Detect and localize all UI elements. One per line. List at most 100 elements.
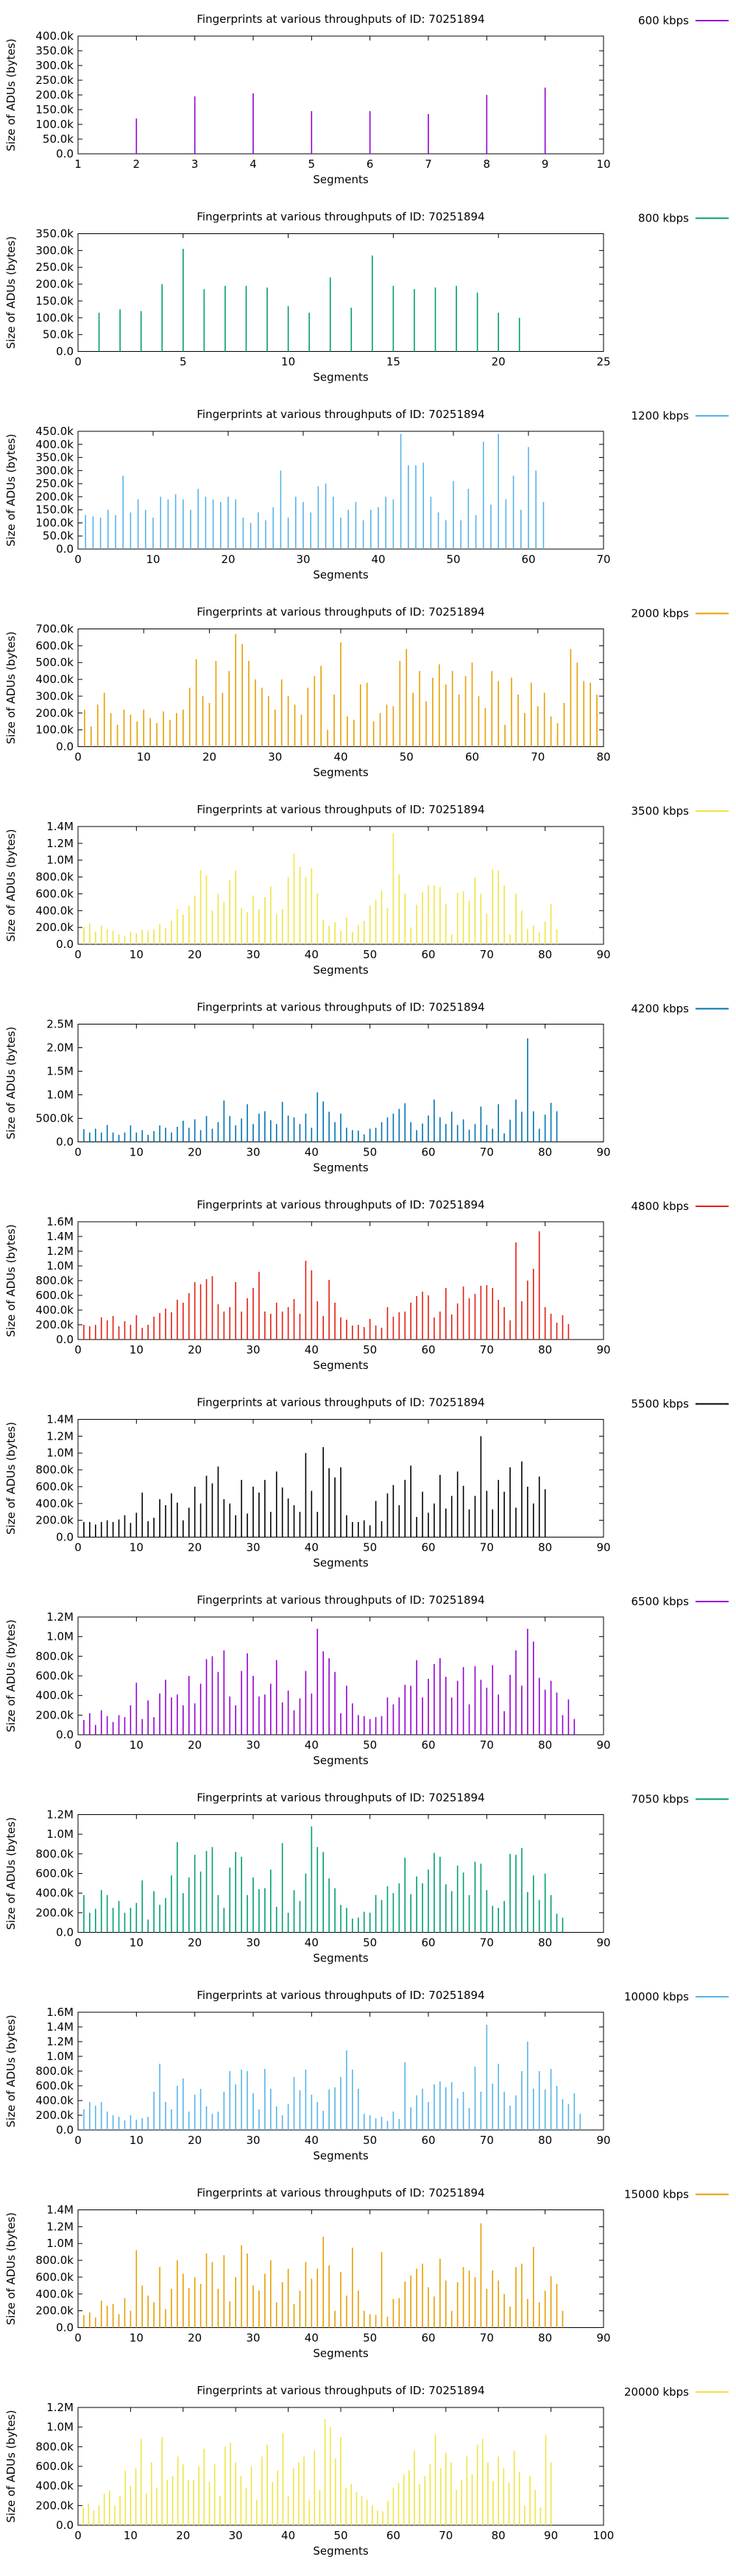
y-tick-label: 600.0k [35,2079,74,2092]
x-tick-label: 50 [363,2332,377,2345]
y-tick-label: 250.0k [35,261,74,274]
x-axis-label: Segments [313,1161,369,1175]
y-tick-label: 1.0M [46,2050,74,2063]
x-tick-label: 50 [363,1738,377,1752]
x-tick-label: 30 [246,1738,260,1752]
y-tick-label: 100.0k [35,118,74,131]
x-tick-label: 90 [596,948,610,961]
y-tick-label: 1.0M [46,1089,74,1102]
y-tick-label: 200.0k [35,707,74,720]
x-tick-label: 80 [538,1541,552,1554]
x-tick-label: 20 [188,1343,202,1356]
x-tick-label: 70 [480,1146,494,1159]
y-tick-label: 1.2M [46,2401,74,2414]
x-tick-label: 80 [538,2332,552,2345]
x-tick-label: 60 [521,553,535,566]
y-tick-label: 300.0k [35,244,74,257]
x-tick-label: 20 [188,1541,202,1554]
x-tick-label: 40 [333,751,347,764]
y-tick-label: 1.6M [46,1215,74,1228]
y-tick-label: 400.0k [35,2480,74,2493]
chart-panel: Fingerprints at various throughputs of I… [4,13,729,186]
y-tick-label: 1.0M [46,1259,74,1273]
y-tick-label: 400.0k [35,29,74,43]
chart-title: Fingerprints at various throughputs of I… [197,2384,484,2397]
x-tick-label: 60 [421,1343,435,1356]
y-tick-label: 150.0k [35,503,74,517]
chart-title: Fingerprints at various throughputs of I… [197,606,484,619]
x-tick-label: 60 [421,948,435,961]
chart-title: Fingerprints at various throughputs of I… [197,1791,484,1805]
x-tick-label: 90 [596,2134,610,2147]
y-tick-label: 0.0 [56,2123,74,2137]
x-tick-label: 0 [74,1343,82,1356]
chart-panel: Fingerprints at various throughputs of I… [4,606,729,779]
y-tick-label: 1.2M [46,1245,74,1258]
x-tick-label: 10 [596,158,610,171]
y-tick-label: 1.2M [46,2220,74,2233]
y-tick-label: 800.0k [35,871,74,884]
x-tick-label: 70 [480,948,494,961]
chart-title: Fingerprints at various throughputs of I… [197,13,484,26]
y-tick-label: 200.0k [35,1318,74,1331]
y-tick-label: 0.0 [56,938,74,951]
y-tick-label: 1.0M [46,1630,74,1643]
y-tick-label: 600.0k [35,1867,74,1880]
y-tick-label: 400.0k [35,2094,74,2107]
chart-panel: Fingerprints at various throughputs of I… [4,2384,729,2558]
y-tick-label: 1.0M [46,2237,74,2250]
chart-panel: Fingerprints at various throughputs of I… [4,1198,729,1372]
x-tick-label: 30 [246,2332,260,2345]
y-tick-label: 600.0k [35,2460,74,2473]
x-tick-label: 4 [250,158,257,171]
y-tick-label: 400.0k [35,673,74,686]
legend-label: 4200 kbps [631,1002,690,1016]
y-tick-label: 500.0k [35,1112,74,1125]
y-tick-label: 0.0 [56,147,74,160]
y-axis-label: Size of ADUs (bytes) [4,2212,18,2325]
x-tick-label: 20 [188,2134,202,2147]
legend-label: 20000 kbps [624,2385,689,2399]
y-tick-label: 400.0k [35,904,74,917]
y-tick-label: 0.0 [56,740,74,754]
x-tick-label: 80 [538,1738,552,1752]
y-tick-label: 200.0k [35,2499,74,2512]
y-tick-label: 0.0 [56,1136,74,1149]
legend-label: 800 kbps [638,212,689,225]
x-tick-label: 70 [480,2332,494,2345]
chart-panel: Fingerprints at various throughputs of I… [4,1001,729,1175]
x-tick-label: 70 [480,2134,494,2147]
chart-panel: Fingerprints at various throughputs of I… [4,1593,729,1767]
chart-title: Fingerprints at various throughputs of I… [197,803,484,816]
x-tick-label: 70 [480,1738,494,1752]
y-tick-label: 200.0k [35,2304,74,2318]
x-tick-label: 30 [246,948,260,961]
y-tick-label: 700.0k [35,623,74,636]
y-tick-label: 800.0k [35,1274,74,1287]
y-tick-label: 1.5M [46,1065,74,1078]
x-tick-label: 40 [305,948,319,961]
chart-panel: Fingerprints at various throughputs of I… [4,1989,729,2162]
y-axis-label: Size of ADUs (bytes) [4,2410,18,2522]
x-tick-label: 10 [130,2134,144,2147]
x-tick-label: 60 [421,1738,435,1752]
y-tick-label: 600.0k [35,887,74,900]
x-tick-label: 0 [74,948,82,961]
x-tick-label: 0 [74,2134,82,2147]
x-tick-label: 50 [363,948,377,961]
x-tick-label: 70 [480,1541,494,1554]
x-tick-label: 80 [538,2134,552,2147]
x-tick-label: 6 [367,158,374,171]
x-axis-label: Segments [313,2347,369,2360]
x-axis-label: Segments [313,2149,369,2162]
x-tick-label: 90 [544,2529,558,2542]
y-tick-label: 200.0k [35,2109,74,2122]
y-tick-label: 200.0k [35,490,74,503]
x-tick-label: 0 [74,751,82,764]
plot-frame [77,35,604,155]
legend-label: 3500 kbps [631,804,690,818]
x-tick-label: 50 [363,1541,377,1554]
chart-panel: Fingerprints at various throughputs of I… [4,210,729,384]
y-tick-label: 400.0k [35,1497,74,1510]
legend-label: 15000 kbps [624,2188,689,2201]
